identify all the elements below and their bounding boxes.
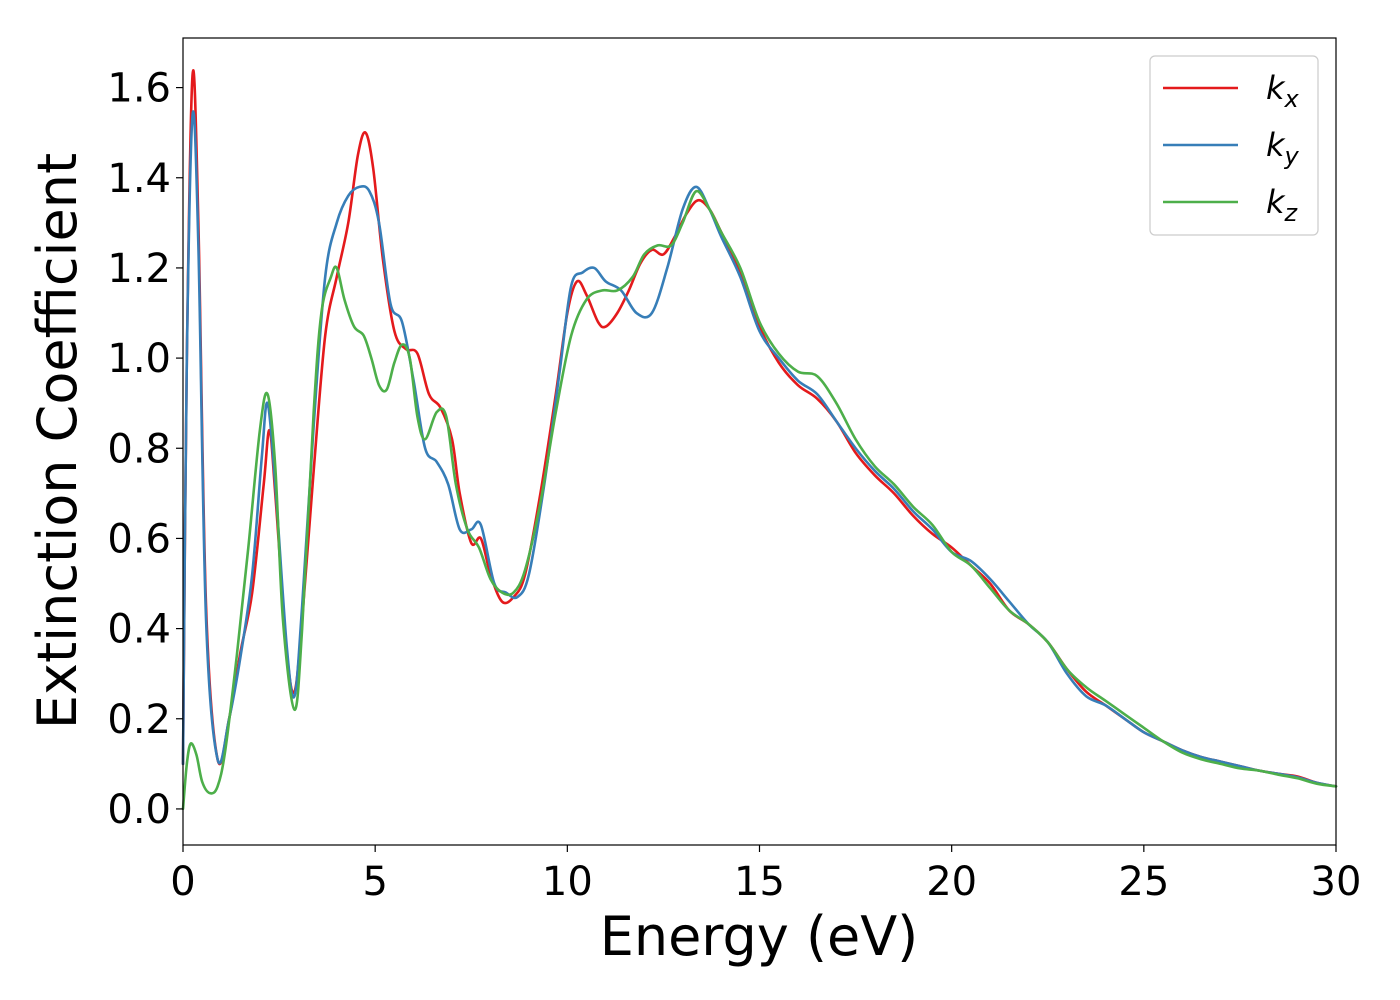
- legend-label-k-y: ky: [1266, 126, 1300, 170]
- series-layer: [181, 69, 1338, 811]
- y-tick-label: 0.4: [107, 607, 171, 653]
- y-axis-ticks: 0.0 0.2 0.4 0.6 0.8 1.0 1.2 1.4 1.6: [107, 66, 183, 833]
- y-tick-label: 0.6: [107, 516, 171, 562]
- y-tick-label: 0.8: [107, 426, 171, 472]
- series-line-k-z: [181, 189, 1338, 811]
- x-axis-title: Energy (eV): [600, 905, 919, 968]
- x-axis-ticks: 0 5 10 15 20 25 30: [170, 845, 1361, 905]
- y-tick-label: 0.0: [107, 787, 171, 833]
- y-tick-label: 0.2: [107, 697, 171, 743]
- y-tick-label: 1.0: [107, 336, 171, 382]
- y-tick-label: 1.4: [107, 156, 171, 202]
- x-tick-label: 25: [1118, 859, 1169, 905]
- x-tick-label: 30: [1311, 859, 1362, 905]
- legend: kx ky kz: [1149, 55, 1319, 236]
- x-tick-label: 15: [734, 859, 785, 905]
- x-tick-label: 20: [926, 859, 977, 905]
- y-tick-label: 1.2: [107, 246, 171, 292]
- y-tick-label: 1.6: [107, 66, 171, 112]
- legend-label-k-x: kx: [1266, 69, 1300, 113]
- x-tick-label: 0: [170, 859, 195, 905]
- x-tick-label: 5: [362, 859, 387, 905]
- y-axis-title: Extinction Coefficient: [26, 153, 89, 729]
- legend-label-k-z: kz: [1266, 183, 1299, 227]
- x-tick-label: 10: [542, 859, 593, 905]
